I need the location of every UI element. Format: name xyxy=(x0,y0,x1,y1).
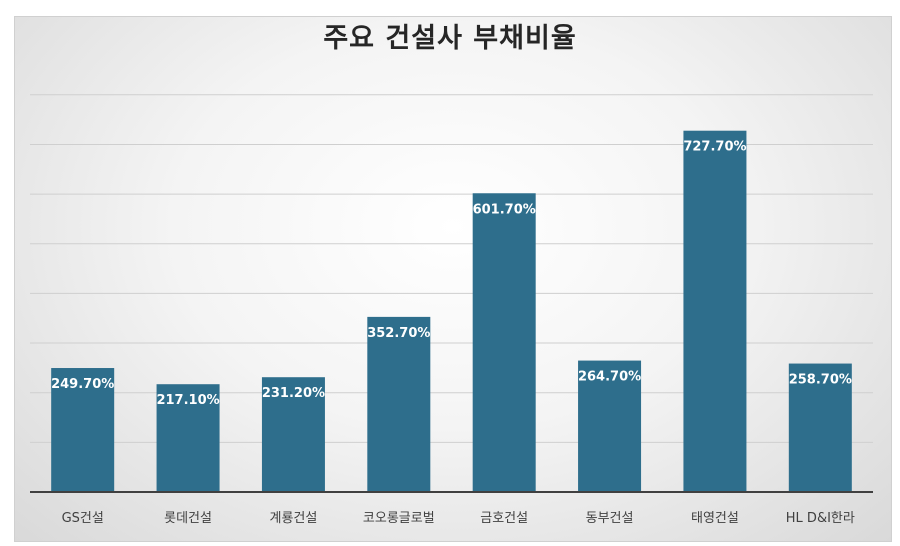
bar xyxy=(788,363,852,492)
category-label: GS건설 xyxy=(62,511,104,526)
category-label: 코오롱글로벌 xyxy=(363,511,435,526)
category-label: HL D&I한라 xyxy=(786,511,855,526)
category-label: 태영건설 xyxy=(691,511,739,526)
category-label: 롯데건설 xyxy=(164,511,212,526)
chart-title: 주요 건설사 부채비율 xyxy=(323,23,577,54)
data-label: 249.70% xyxy=(51,377,114,392)
bar xyxy=(683,130,747,492)
bar xyxy=(367,316,431,492)
data-label: 601.70% xyxy=(473,202,536,217)
data-label: 352.70% xyxy=(367,326,430,341)
data-label: 258.70% xyxy=(789,373,852,388)
category-label: 금호건설 xyxy=(480,511,528,526)
data-label: 231.20% xyxy=(262,386,325,401)
category-label: 동부건설 xyxy=(586,511,634,526)
data-label: 264.70% xyxy=(578,370,641,385)
data-label: 727.70% xyxy=(683,140,746,155)
bar xyxy=(472,193,536,492)
category-label: 계룡건설 xyxy=(270,511,318,526)
bar xyxy=(578,360,642,492)
data-label: 217.10% xyxy=(156,393,219,408)
bar xyxy=(156,384,220,492)
bar xyxy=(51,368,115,492)
bar xyxy=(261,377,325,492)
